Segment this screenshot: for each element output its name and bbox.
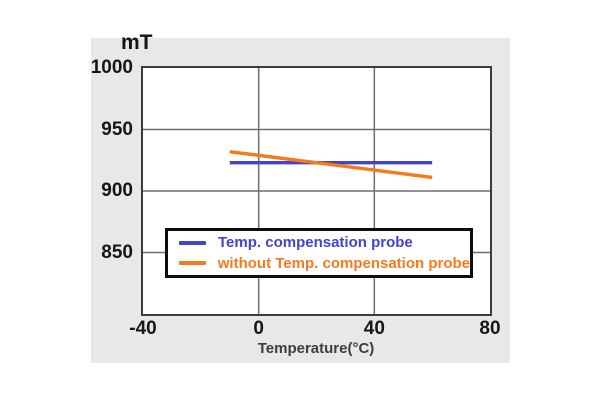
y-tick-label: 900 bbox=[101, 180, 133, 201]
y-tick-label: 950 bbox=[101, 118, 133, 140]
plot-area bbox=[141, 66, 492, 316]
legend-line-swatch-blue bbox=[179, 240, 206, 245]
y-tick-label: 850 bbox=[101, 241, 133, 263]
legend-line-swatch-orange bbox=[179, 261, 206, 266]
legend-label: Temp. compensation probe bbox=[218, 234, 413, 252]
series-line-1 bbox=[229, 149, 433, 180]
x-tick-label: 0 bbox=[253, 318, 264, 339]
x-tick-label: 40 bbox=[363, 318, 385, 339]
x-tick-label: 80 bbox=[479, 318, 501, 339]
x-axis-title: Temperature(°C) bbox=[257, 340, 375, 357]
x-tick-label: -40 bbox=[129, 318, 157, 339]
y-tick-label: 1000 bbox=[90, 57, 133, 78]
legend-item-uncompensated: without Temp. compensation probe bbox=[179, 255, 470, 272]
legend: Temp. compensation probe without Temp. c… bbox=[165, 228, 473, 278]
y-axis-unit-label: mT bbox=[121, 31, 153, 54]
plot-canvas bbox=[143, 68, 490, 314]
legend-item-compensated: Temp. compensation probe bbox=[179, 234, 470, 251]
legend-label: without Temp. compensation probe bbox=[217, 254, 470, 272]
